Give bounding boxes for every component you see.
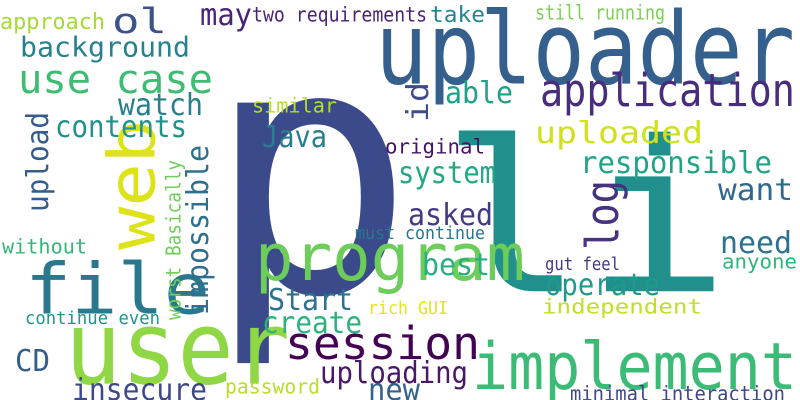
word-li: li	[440, 97, 730, 342]
word-create: create	[262, 305, 362, 341]
word-upload: upload	[22, 112, 57, 212]
word-watch: watch	[118, 87, 203, 123]
word-insecure: insecure	[72, 372, 207, 400]
word-contents: contents	[55, 109, 187, 145]
word-user: user	[65, 288, 290, 400]
word-minimal-interaction: minimal interaction	[570, 381, 785, 400]
word-uploader: uploader	[375, 0, 795, 108]
word-independent: independent	[542, 294, 702, 319]
word-start: Start	[268, 282, 353, 318]
word-program: program	[255, 219, 525, 296]
word-without: without	[2, 234, 87, 259]
word-need: need	[720, 225, 792, 261]
word-ol: ol	[112, 1, 167, 43]
word-continue-even: continue even	[25, 308, 160, 330]
word-system: system	[398, 155, 496, 191]
word-best: best	[422, 247, 490, 283]
word-anyone: anyone	[722, 249, 797, 274]
word-password: password	[225, 374, 320, 399]
word-uploaded: uploaded	[535, 115, 703, 151]
word-asked: asked	[408, 197, 493, 233]
word-background: background	[20, 32, 190, 65]
word-operate: operate	[545, 267, 660, 303]
word-log: log	[576, 180, 629, 250]
word-application: application	[540, 64, 795, 117]
word-id: id	[402, 82, 437, 122]
word-responsible: responsible	[580, 145, 772, 181]
word-take: take	[430, 2, 485, 29]
word-implement: implement	[472, 329, 797, 400]
word-able: able	[445, 75, 513, 111]
word-two-requirements: two requirements	[252, 2, 427, 27]
word-java: Java	[262, 119, 327, 155]
word-cd: CD	[15, 345, 50, 380]
word-use-case: use case	[18, 56, 213, 104]
word-file: file	[25, 248, 210, 331]
word-p: p	[205, 0, 415, 373]
word-impossible: impossible	[182, 145, 217, 315]
word-want: want	[718, 172, 793, 208]
word-approach: approach	[0, 9, 105, 36]
word-still-running: still running	[535, 0, 665, 25]
word-session: session	[285, 318, 480, 371]
word-original: original	[385, 134, 485, 159]
word-uploading: uploading	[320, 355, 468, 391]
word-similar: similar	[252, 93, 337, 118]
word-must-continue: must continue	[355, 223, 485, 245]
word-may: may	[200, 0, 252, 33]
word-rich-gui: rich GUI	[368, 298, 448, 320]
word-gut-feel: gut feel	[545, 254, 620, 276]
word-new: new	[368, 372, 420, 400]
word-worst-basically: worst Basically	[163, 160, 187, 320]
